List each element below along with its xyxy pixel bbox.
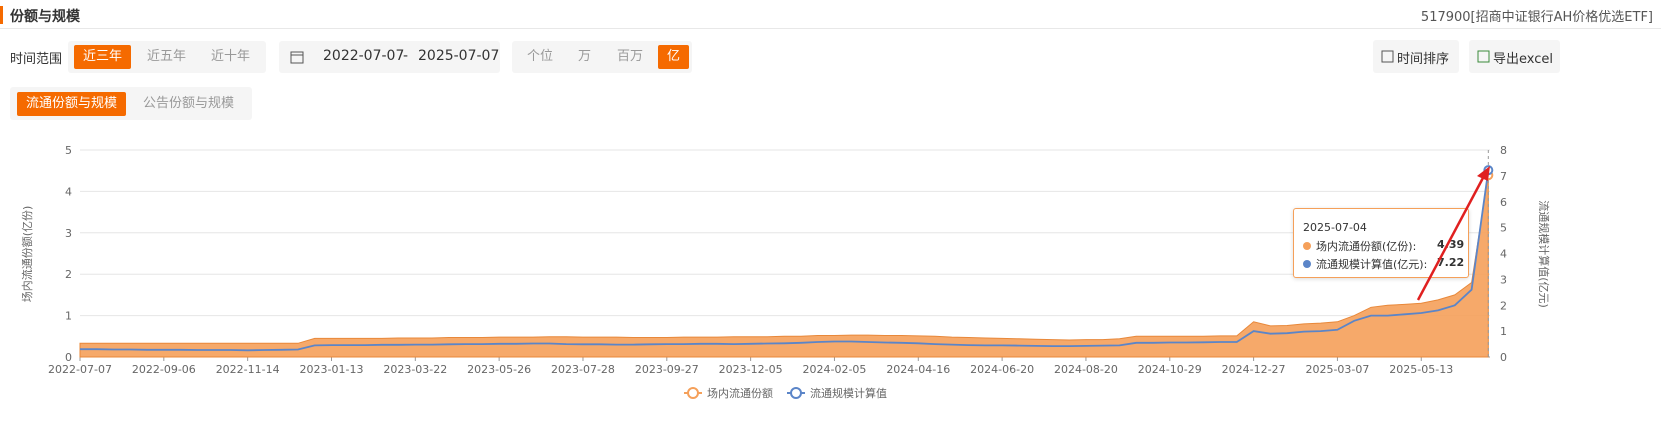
x-tick-label: 2023-03-22	[383, 363, 447, 376]
x-tick-label: 2022-11-14	[216, 363, 280, 376]
range-btn[interactable]: 近五年	[147, 49, 187, 64]
end-date: 2025-07-07	[418, 48, 500, 64]
y-tick-label: 3	[65, 227, 72, 240]
x-tick-label: 2024-06-20	[970, 363, 1034, 376]
calendar-icon	[290, 51, 304, 64]
unit-btn[interactable]: 亿	[658, 45, 690, 69]
legend-marker	[687, 387, 699, 399]
x-tick-label: 2022-09-06	[132, 363, 196, 376]
header-accent	[0, 6, 3, 24]
x-tick-label: 2024-08-20	[1054, 363, 1118, 376]
y2-tick-label: 6	[1500, 196, 1507, 209]
x-tick-label: 2023-12-05	[719, 363, 783, 376]
unit-btn[interactable]: 个位	[527, 49, 554, 64]
export-label: 导出excel	[1493, 52, 1553, 67]
y2-tick-label: 2	[1500, 299, 1507, 312]
y2-tick-label: 8	[1500, 144, 1507, 157]
x-tick-label: 2024-12-27	[1222, 363, 1286, 376]
x-tick-label: 2023-05-26	[467, 363, 531, 376]
date-sep: -	[403, 48, 409, 64]
y2-tick-label: 1	[1500, 325, 1507, 338]
y2-tick-label: 3	[1500, 273, 1507, 286]
y-tick-label: 5	[65, 144, 72, 157]
sort-btn[interactable]: 时间排序	[1373, 40, 1459, 73]
y-tick-label: 0	[65, 351, 72, 364]
tooltip: 2025-07-04 场内流通份额(亿份): 4.39 流通规模计算值(亿元):…	[1293, 208, 1469, 278]
x-tick-label: 2025-05-13	[1389, 363, 1453, 376]
x-tick-label: 2023-01-13	[300, 363, 364, 376]
sort-icon	[1381, 50, 1394, 63]
line	[80, 170, 1490, 352]
legend-label: 流通规模计算值	[810, 386, 887, 400]
x-tick-label: 2024-02-05	[802, 363, 866, 376]
tooltip-date: 2025-07-04	[1303, 221, 1367, 234]
area	[79, 175, 1489, 358]
y-axis-title: 场内流通份额(亿份)	[20, 206, 34, 303]
tab[interactable]: 流通份额与规模	[17, 92, 127, 116]
x-tick-label: 2024-10-29	[1138, 363, 1202, 376]
export-btn[interactable]: 导出excel	[1469, 40, 1560, 73]
unit-btn[interactable]: 万	[578, 49, 592, 64]
legend-label: 场内流通份额	[707, 386, 773, 400]
start-date: 2022-07-07	[323, 48, 405, 64]
y2-axis-title: 流通规模计算值(亿元)	[1537, 200, 1551, 308]
tooltip-label: 场内流通份额(亿份):	[1316, 240, 1417, 253]
range-group: 近三年 近五年 近十年	[68, 41, 266, 73]
range-label: 时间范围	[10, 52, 63, 67]
x-tick-label: 2023-09-27	[635, 363, 699, 376]
y2-tick-label: 5	[1500, 222, 1507, 235]
y2-tick-label: 7	[1500, 170, 1507, 183]
x-tick-label: 2025-03-07	[1305, 363, 1369, 376]
unit-group: 个位 万 百万 亿	[512, 41, 692, 73]
unit-btn[interactable]: 百万	[617, 49, 644, 64]
range-btn[interactable]: 近三年	[74, 45, 132, 69]
legend-marker	[790, 387, 802, 399]
y-tick-label: 2	[65, 268, 72, 281]
x-tick-label: 2022-07-07	[48, 363, 112, 376]
header-title: 份额与规模	[10, 9, 80, 25]
x-tick-label: 2024-04-16	[886, 363, 950, 376]
sort-label: 时间排序	[1397, 52, 1450, 67]
tooltip-label: 流通规模计算值(亿元):	[1316, 258, 1428, 271]
hover-point	[1483, 165, 1494, 176]
tab-group: 流通份额与规模 公告份额与规模	[10, 87, 252, 120]
excel-icon	[1477, 50, 1490, 63]
tooltip-value: 7.22	[1437, 256, 1465, 269]
y-tick-label: 1	[65, 310, 72, 323]
tooltip-dot	[1303, 242, 1311, 250]
y2-tick-label: 0	[1500, 351, 1507, 364]
divider	[0, 28, 1661, 29]
y2-tick-label: 4	[1500, 248, 1507, 261]
tab[interactable]: 公告份额与规模	[143, 96, 235, 111]
tooltip-dot	[1303, 260, 1311, 268]
tooltip-value: 4.39	[1437, 238, 1465, 251]
y-tick-label: 4	[65, 185, 72, 198]
x-tick-label: 2023-07-28	[551, 363, 615, 376]
fund-name: 517900[招商中证银行AH价格优选ETF]	[1420, 10, 1653, 25]
range-btn[interactable]: 近十年	[211, 49, 251, 64]
date-range[interactable]: 2022-07-07 - 2025-07-07	[279, 41, 500, 73]
